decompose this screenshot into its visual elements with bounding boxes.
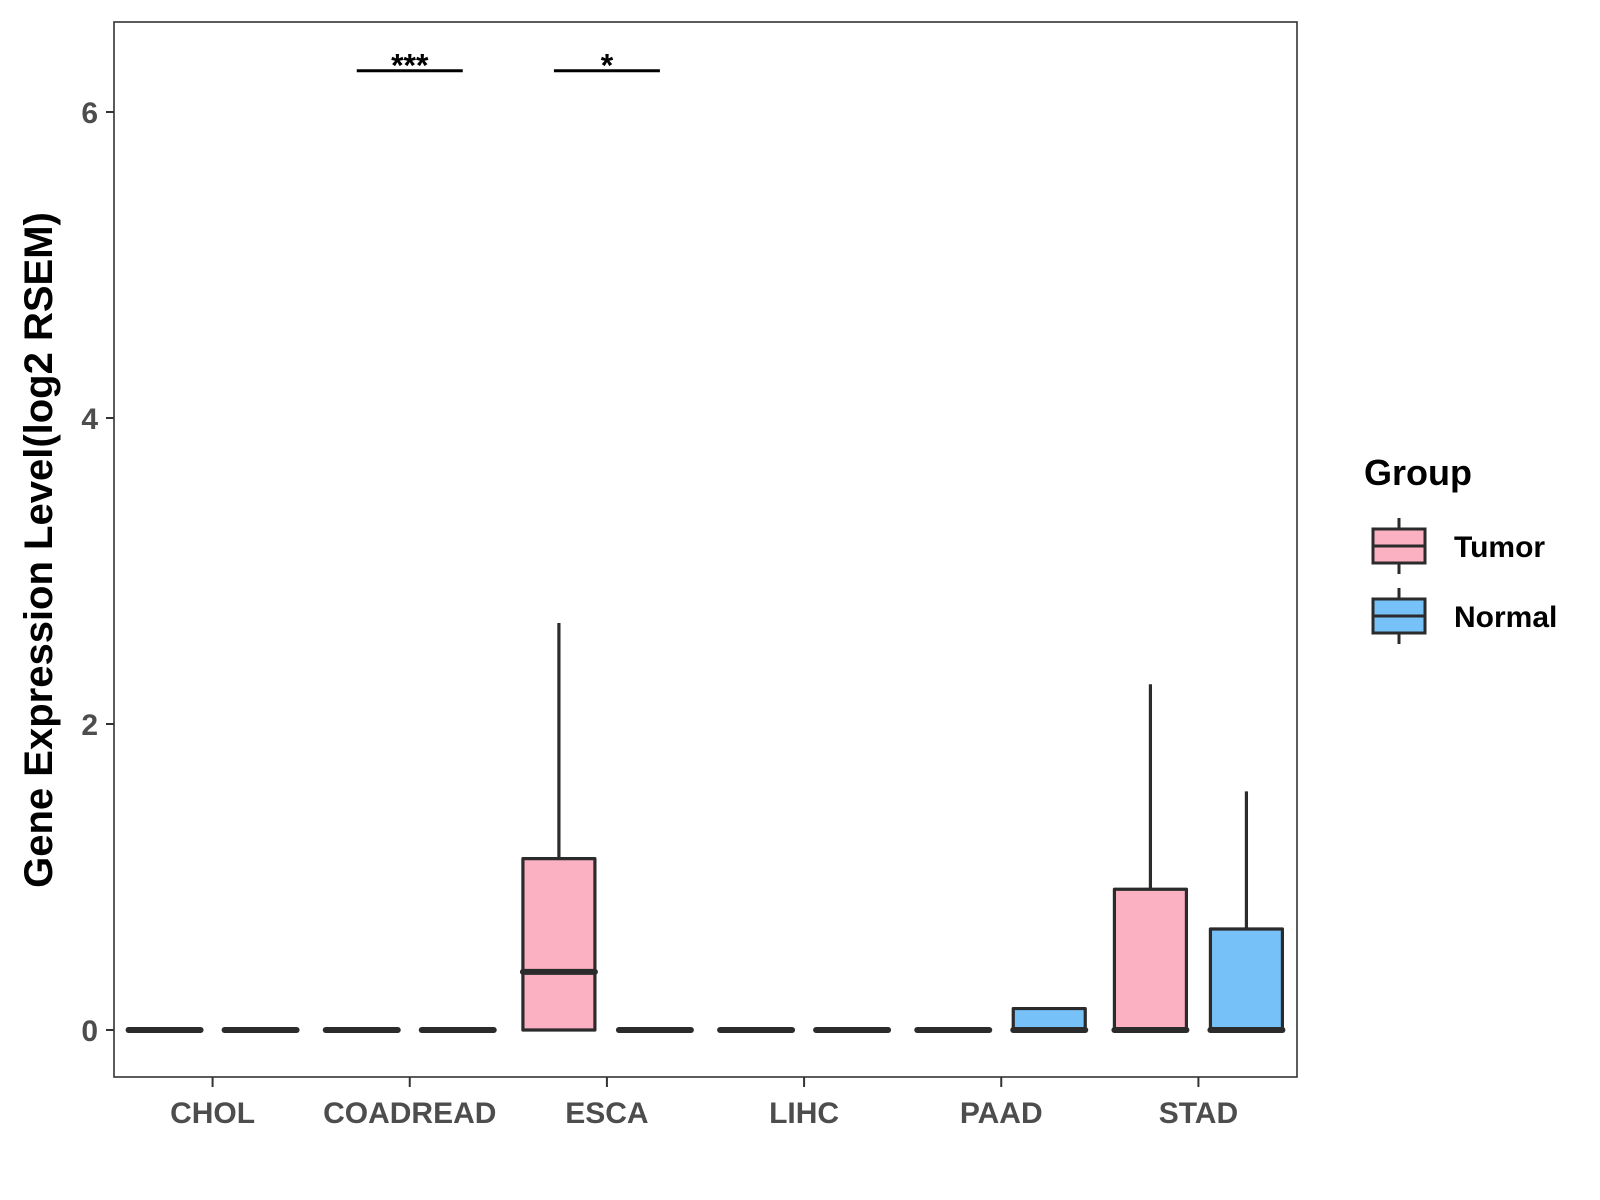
x-tick-label-chol: CHOL (170, 1097, 255, 1130)
box-body (1208, 927, 1285, 1032)
box-normal-paad (1010, 1006, 1089, 1033)
legend-label-tumor: Tumor (1454, 531, 1545, 564)
x-tick-label-esca: ESCA (565, 1097, 648, 1130)
x-tick-label-paad: PAAD (960, 1097, 1043, 1130)
box-tumor-esca (519, 623, 598, 1032)
x-tick-label-stad: STAD (1159, 1097, 1238, 1130)
legend-item-tumor: Tumor (1371, 518, 1545, 574)
y-tick-label-2: 2 (81, 709, 98, 742)
y-axis: 0 2 4 6 (81, 97, 114, 1048)
box-body (1011, 1006, 1087, 1032)
y-tick-label-6: 6 (81, 97, 98, 130)
legend-title: Group (1364, 452, 1472, 493)
significance-label-coadread: *** (391, 48, 429, 84)
y-tick-label-4: 4 (81, 403, 98, 436)
box-body (521, 857, 597, 1032)
significance-annotations: *** * (356, 48, 660, 84)
plot-panel-border (113, 21, 1298, 1078)
x-axis: CHOL COADREAD ESCA LIHC PAAD STAD (170, 1077, 1238, 1130)
box-body (1112, 887, 1189, 1032)
legend-label-normal: Normal (1454, 601, 1557, 634)
legend-key-tumor (1371, 518, 1427, 574)
plot-marks (125, 623, 1286, 1033)
box-tumor-stad (1111, 684, 1190, 1033)
legend: Group Tumor Normal (1364, 452, 1557, 644)
legend-item-normal: Normal (1371, 588, 1557, 644)
legend-key-normal (1371, 588, 1427, 644)
y-axis-title: Gene Expression Level(log2 RSEM) (17, 212, 61, 888)
significance-label-esca: * (601, 48, 614, 84)
box-normal-stad (1207, 791, 1286, 1033)
y-tick-label-0: 0 (81, 1015, 98, 1048)
x-tick-label-coadread: COADREAD (323, 1097, 496, 1130)
x-tick-label-lihc: LIHC (769, 1097, 839, 1130)
